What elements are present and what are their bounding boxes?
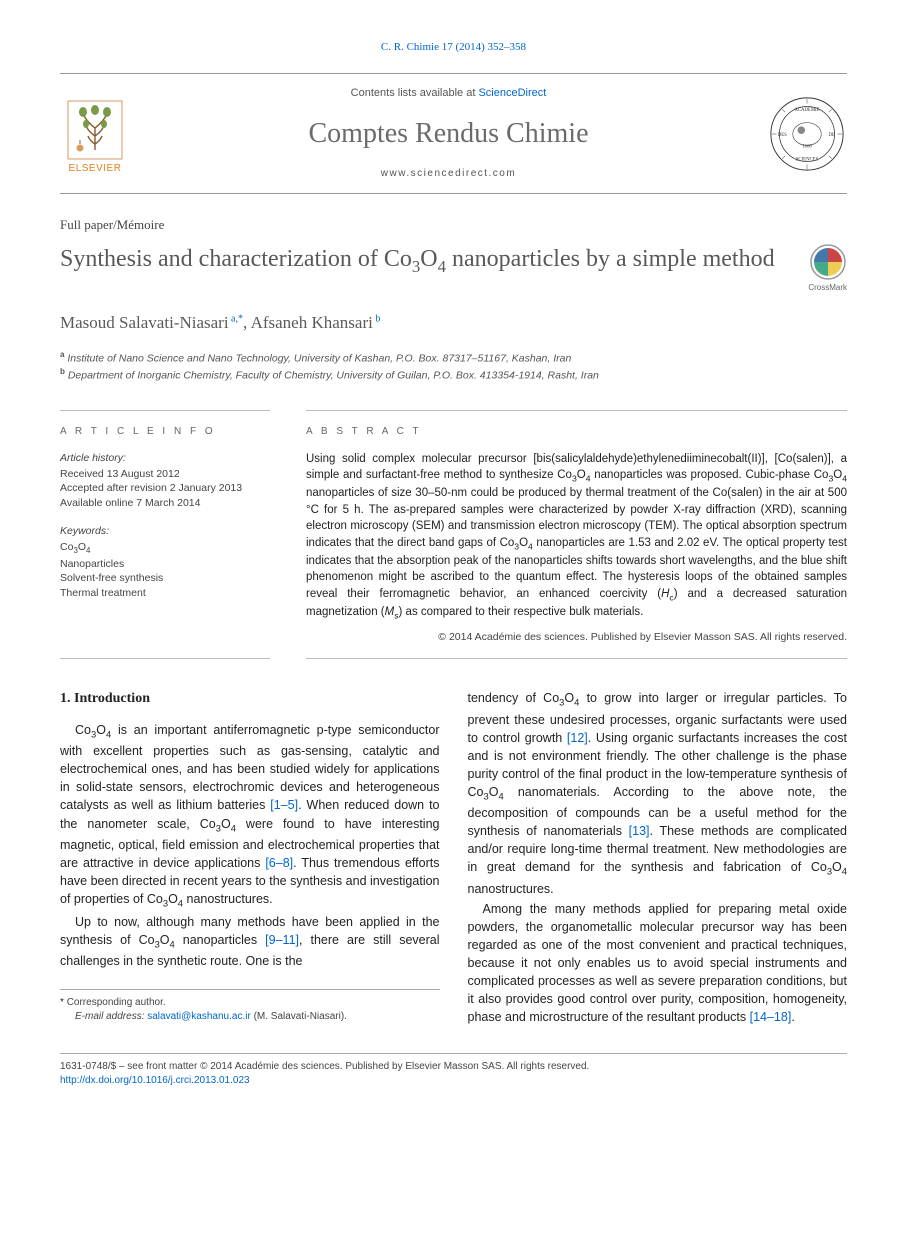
header-citation[interactable]: C. R. Chimie 17 (2014) 352–358 <box>60 40 847 55</box>
footer-line1: 1631-0748/$ – see front matter © 2014 Ac… <box>60 1060 847 1074</box>
title-text-mid: O <box>420 246 437 272</box>
aff-a-text: Institute of Nano Science and Nano Techn… <box>67 353 571 365</box>
author-2[interactable]: Afsaneh Khansari <box>251 313 373 332</box>
corr-paren: (M. Salavati-Niasari). <box>254 1011 347 1022</box>
page-footer: 1631-0748/$ – see front matter © 2014 Ac… <box>60 1053 847 1088</box>
keywords-head: Keywords: <box>60 524 270 539</box>
author-1-aff: a, <box>229 314 238 325</box>
author-1[interactable]: Masoud Salavati-Niasari <box>60 313 229 332</box>
article-title: Synthesis and characterization of Co3O4 … <box>60 244 788 278</box>
doi-link[interactable]: http://dx.doi.org/10.1016/j.crci.2013.01… <box>60 1075 250 1086</box>
aff-b-label: b <box>60 367 65 376</box>
keyword-item: Co3O4 <box>60 540 270 556</box>
article-info-label: A R T I C L E I N F O <box>60 425 270 439</box>
article-info-column: A R T I C L E I N F O Article history: R… <box>60 410 270 660</box>
article-history-body: Received 13 August 2012 Accepted after r… <box>60 467 270 510</box>
svg-text:DE: DE <box>829 133 835 138</box>
body-columns: 1. Introduction Co3O4 is an important an… <box>60 689 847 1026</box>
corr-email-link[interactable]: salavati@kashanu.ac.ir <box>147 1011 251 1022</box>
svg-text:DES: DES <box>778 133 787 138</box>
society-seal-icon: ACADÉMIE SCIENCES DES DE 1666 <box>767 94 847 174</box>
keyword-item: Solvent-free synthesis <box>60 571 270 586</box>
svg-text:ACADÉMIE: ACADÉMIE <box>794 107 819 113</box>
svg-text:1666: 1666 <box>802 144 812 149</box>
elsevier-name: ELSEVIER <box>69 162 122 176</box>
authors: Masoud Salavati-Niasari a,*, Afsaneh Kha… <box>60 311 847 335</box>
body-para-4: Among the many methods applied for prepa… <box>468 900 848 1027</box>
crossmark-label: CrossMark <box>808 282 847 293</box>
contents-line: Contents lists available at ScienceDirec… <box>148 86 749 101</box>
contents-prefix: Contents lists available at <box>351 87 476 99</box>
author-2-aff: b <box>373 314 381 325</box>
corr-star: * <box>60 997 64 1008</box>
title-text-post: nanoparticles by a simple method <box>446 246 775 272</box>
email-label: E-mail address: <box>75 1011 144 1022</box>
keyword-item: Thermal treatment <box>60 586 270 601</box>
abstract-label: A B S T R A C T <box>306 425 847 439</box>
crossmark-badge[interactable]: CrossMark <box>808 244 847 293</box>
intro-heading: 1. Introduction <box>60 689 440 709</box>
masthead-center: Contents lists available at ScienceDirec… <box>148 86 749 181</box>
corresponding-author: * Corresponding author. E-mail address: … <box>60 989 440 1024</box>
body-para-1: Co3O4 is an important antiferromagnetic … <box>60 721 440 911</box>
masthead: ELSEVIER Contents lists available at Sci… <box>60 73 847 194</box>
title-sub2: 4 <box>438 257 446 276</box>
aff-a-label: a <box>60 350 64 359</box>
elsevier-logo[interactable]: ELSEVIER <box>60 91 130 176</box>
abstract-text: Using solid complex molecular precursor … <box>306 451 847 622</box>
author-sep: , <box>243 313 251 332</box>
journal-title: Comptes Rendus Chimie <box>148 114 749 153</box>
article-history-head: Article history: <box>60 451 270 466</box>
keywords-body: Co3O4 Nanoparticles Solvent-free synthes… <box>60 540 270 600</box>
elsevier-tree-icon <box>67 100 123 160</box>
body-para-3: tendency of Co3O4 to grow into larger or… <box>468 689 848 897</box>
crossmark-icon <box>810 244 846 280</box>
abstract-column: A B S T R A C T Using solid complex mole… <box>306 410 847 660</box>
sciencedirect-link[interactable]: ScienceDirect <box>478 87 546 99</box>
title-text-pre: Synthesis and characterization of Co <box>60 246 412 272</box>
svg-text:SCIENCES: SCIENCES <box>796 157 819 162</box>
journal-url[interactable]: www.sciencedirect.com <box>148 167 749 181</box>
affiliations: a Institute of Nano Science and Nano Tec… <box>60 349 847 383</box>
abstract-copyright: © 2014 Académie des sciences. Published … <box>306 630 847 645</box>
aff-b-text: Department of Inorganic Chemistry, Facul… <box>68 370 599 382</box>
keyword-item: Nanoparticles <box>60 557 270 572</box>
body-para-2: Up to now, although many methods have be… <box>60 913 440 970</box>
article-type: Full paper/Mémoire <box>60 216 847 234</box>
corr-label: Corresponding author. <box>67 997 166 1008</box>
